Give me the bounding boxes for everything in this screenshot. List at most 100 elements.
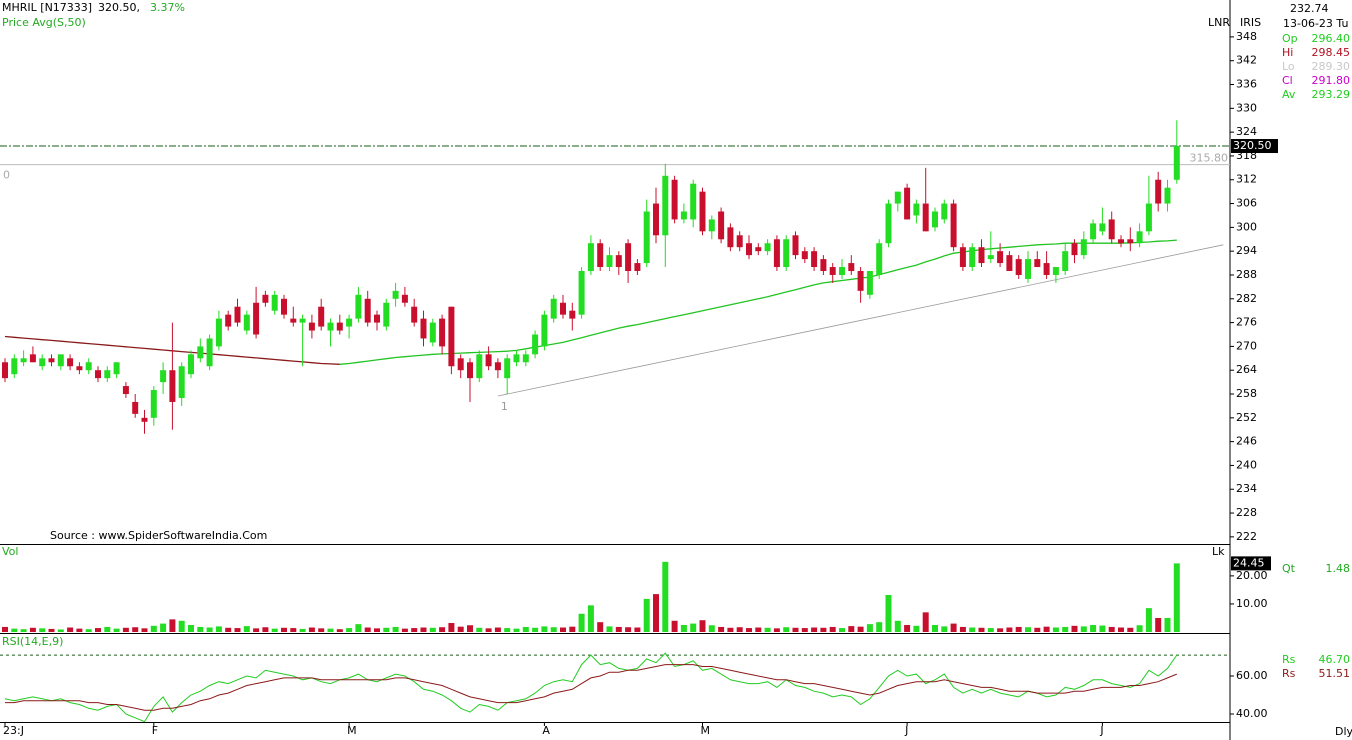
candle-body — [122, 386, 129, 395]
volume-unit: Lk — [1212, 545, 1225, 558]
candle-body — [811, 251, 818, 268]
candle-body — [150, 390, 157, 418]
candle-body — [95, 370, 101, 379]
volume-bar — [1099, 625, 1106, 632]
candle-body — [1071, 243, 1078, 256]
y-tick-label: 342 — [1236, 54, 1257, 67]
volume-bar — [420, 627, 427, 632]
candle-body — [699, 191, 706, 232]
candle-body — [1136, 231, 1143, 244]
candle-body — [206, 338, 213, 367]
volume-bar — [448, 623, 455, 632]
candle-body — [85, 362, 92, 371]
volume-bar — [253, 628, 260, 632]
volume-bar — [718, 626, 725, 632]
volume-bar — [634, 627, 641, 632]
qt-name: Qt — [1282, 562, 1296, 575]
candle-body — [281, 298, 287, 315]
qt-value: 1.48 — [1326, 562, 1351, 575]
volume-bar — [1173, 563, 1180, 632]
volume-bar — [271, 628, 278, 632]
rsi-title: RSI(14,E,9) — [2, 635, 63, 648]
candle-body — [271, 294, 278, 311]
candle-body — [653, 203, 659, 236]
volume-bar — [708, 625, 715, 632]
volume-bar — [225, 627, 232, 632]
volume-bar — [783, 627, 790, 632]
volume-bar — [653, 594, 659, 632]
candle-body — [290, 318, 297, 323]
candle-body — [420, 318, 427, 339]
last-volume-box — [1231, 556, 1271, 571]
y-tick-label: 246 — [1236, 435, 1257, 448]
volume-bar — [950, 623, 957, 632]
candle-body — [11, 358, 18, 375]
candle-body — [839, 267, 845, 275]
candle-body — [67, 358, 74, 367]
y-tick-label: 324 — [1236, 125, 1257, 138]
volume-bar — [829, 626, 836, 632]
volume-bar — [234, 628, 241, 632]
candle-body — [104, 370, 111, 379]
last-volume-label: 24.45 — [1233, 556, 1265, 569]
candle-body — [336, 322, 343, 331]
y-tick-label: 252 — [1236, 411, 1257, 424]
volume-bar — [1127, 627, 1134, 632]
volume-bar — [885, 594, 892, 632]
scale-label: IRIS — [1240, 16, 1261, 29]
volume-bar — [764, 627, 771, 632]
candle-body — [755, 247, 762, 252]
volume-bar — [48, 628, 55, 632]
volume-bar — [290, 628, 297, 632]
volume-bar — [1108, 626, 1115, 632]
volume-bar — [243, 626, 250, 632]
volume-bar — [792, 627, 799, 632]
y-tick-label: 288 — [1236, 268, 1257, 281]
candle-body — [457, 358, 464, 371]
volume-bar — [959, 626, 966, 632]
y-tick-label: 312 — [1236, 173, 1257, 186]
candle-body — [978, 247, 985, 264]
candle-body — [57, 354, 64, 367]
volume-bar — [1025, 627, 1031, 632]
volume-bar — [374, 628, 380, 632]
candle-body — [467, 362, 473, 379]
volume-bar — [569, 626, 576, 632]
x-tick-label: M — [701, 724, 711, 737]
candle-body — [987, 255, 994, 260]
volume-bar — [85, 629, 92, 632]
candle-body — [997, 251, 1004, 264]
volume-bar — [439, 627, 446, 632]
volume-bar — [1043, 626, 1050, 632]
volume-bar — [494, 627, 501, 632]
last-close-box — [1231, 139, 1278, 154]
volume-bar — [811, 627, 818, 632]
candle-body — [2, 362, 8, 379]
candle-body — [708, 219, 715, 232]
candle-body — [48, 358, 55, 363]
volume-bar — [736, 627, 743, 632]
y-tick-label: 10.00 — [1236, 597, 1268, 610]
y-tick-label: 234 — [1236, 482, 1257, 495]
candle-body — [364, 298, 371, 323]
candle-body — [606, 255, 613, 268]
x-tick-label: A — [542, 724, 550, 737]
candle-body — [225, 314, 232, 327]
candle-body — [1034, 259, 1041, 268]
volume-bar — [560, 627, 566, 632]
volume-bar — [922, 612, 929, 632]
volume-bar — [383, 627, 390, 632]
candle-body — [857, 271, 864, 291]
y-tick-label: 348 — [1236, 30, 1257, 43]
y-tick-label: 300 — [1236, 220, 1257, 233]
volume-bar — [662, 561, 669, 632]
y-tick-label: 40.00 — [1236, 707, 1268, 720]
volume-bar — [541, 626, 548, 632]
volume-bar — [690, 623, 697, 632]
volume-bar — [76, 628, 83, 632]
y-tick-label: 240 — [1236, 458, 1257, 471]
volume-bar — [318, 628, 325, 632]
volume-bar — [104, 626, 111, 632]
y-tick-label: 228 — [1236, 506, 1257, 519]
volume-bar — [1071, 625, 1078, 632]
